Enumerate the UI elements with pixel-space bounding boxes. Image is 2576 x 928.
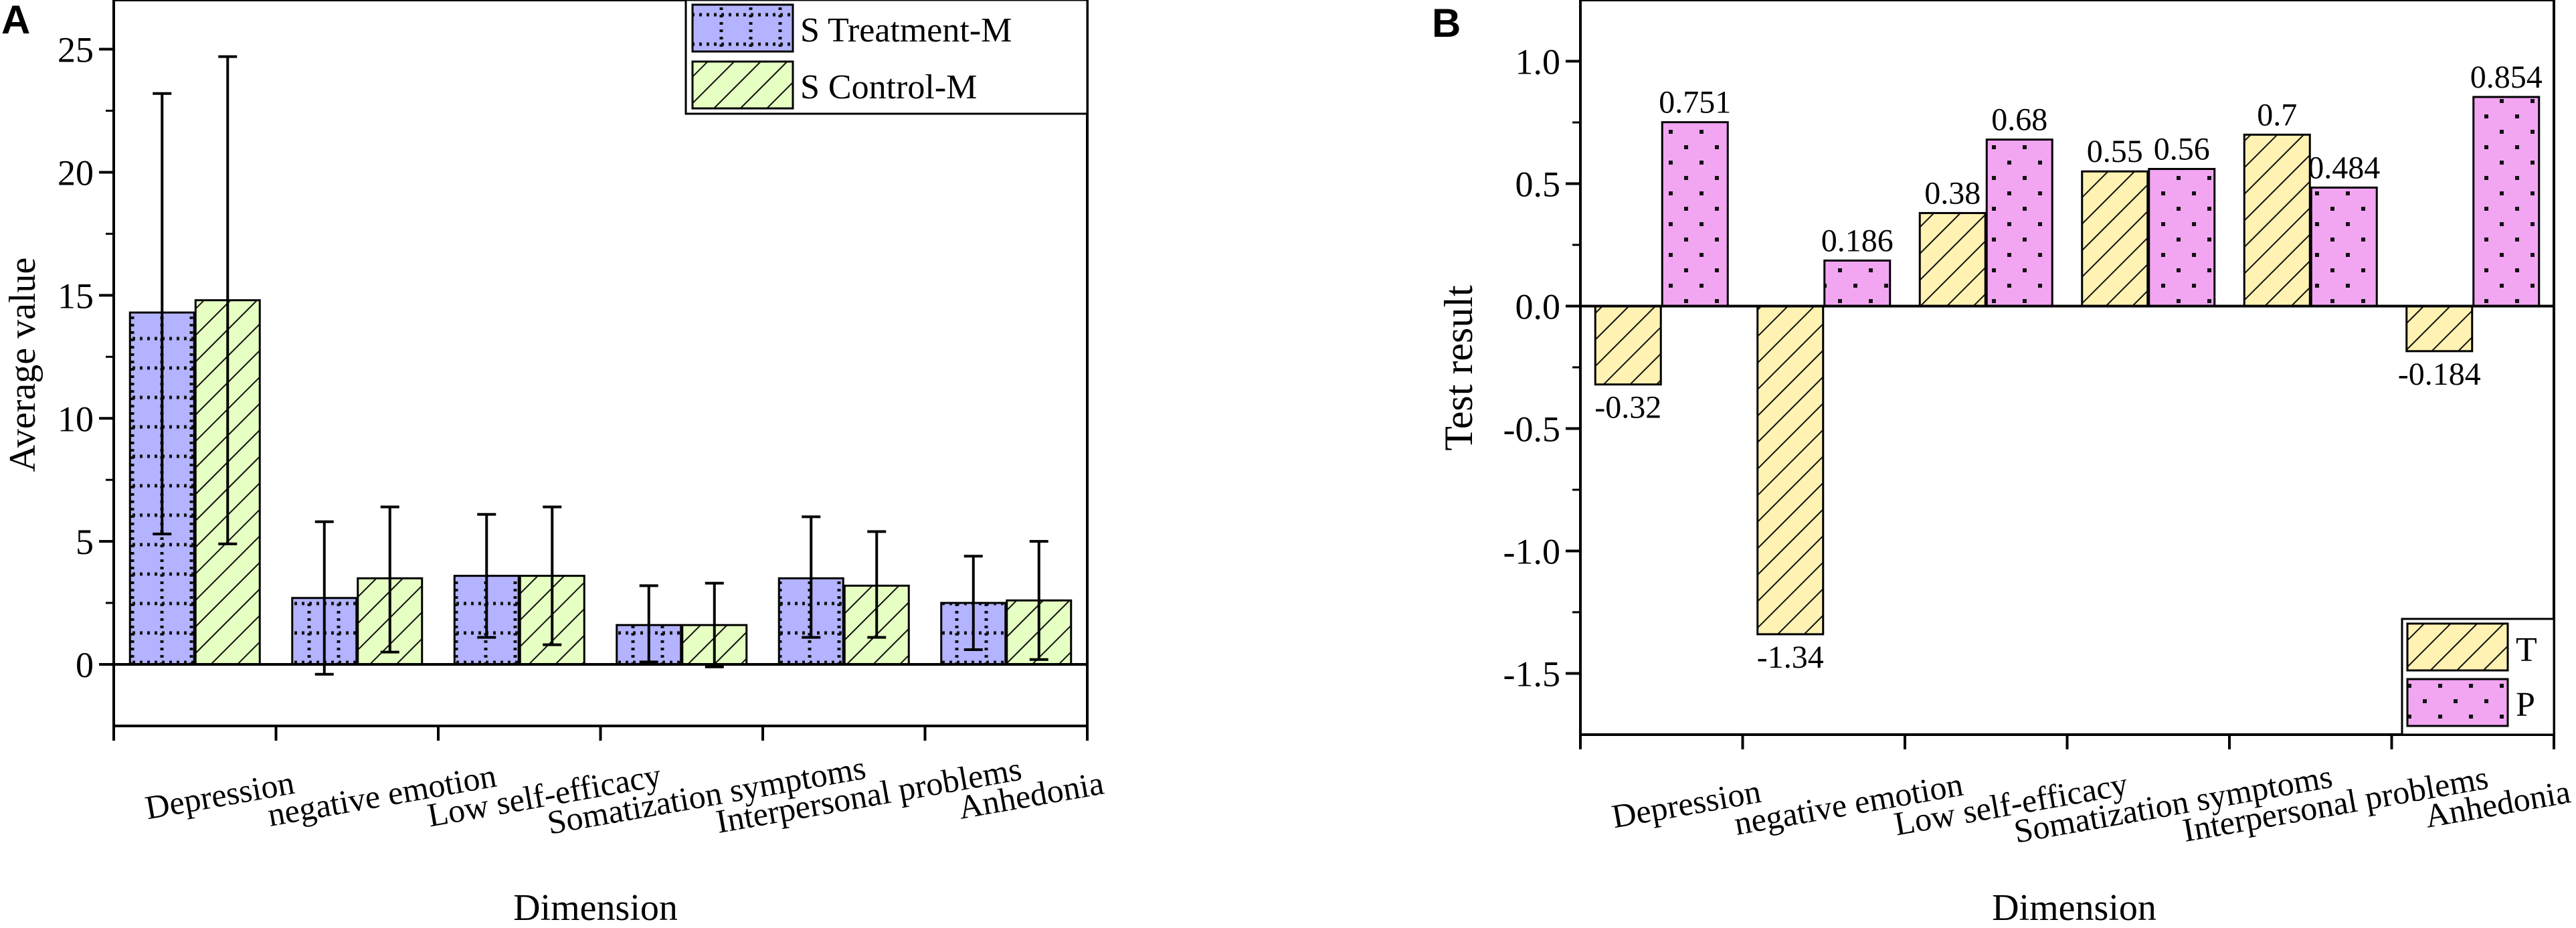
legend-swatch-p [2406, 678, 2509, 727]
panel-a-label: A [1, 0, 30, 42]
bar-t-depression [1594, 305, 1662, 386]
panel-b-label: B [1432, 1, 1461, 45]
bar-t-low-self-efficacy [1918, 211, 1987, 308]
legend-swatch-control [691, 60, 794, 110]
y-tick-label: 25 [58, 30, 94, 70]
data-label-t-anhedonia: -0.184 [2398, 357, 2481, 392]
legend-label-p: P [2516, 686, 2535, 724]
y-tick-label: -0.5 [1503, 409, 1560, 450]
data-label-p-low-self-efficacy: 0.68 [1991, 102, 2047, 138]
bar-p-anhedonia [2472, 96, 2541, 307]
y-tick-label: 5 [76, 522, 94, 562]
data-label-p-somatization-symptoms: 0.56 [2154, 132, 2210, 167]
data-label-t-low-self-efficacy: 0.38 [1924, 175, 1981, 211]
y-tick-label: 1.0 [1515, 42, 1561, 82]
data-label-t-interpersonal-problems: 0.7 [2257, 97, 2297, 132]
x-axis-label-a: Dimension [513, 887, 678, 928]
x-axis-label-b: Dimension [1992, 887, 2156, 928]
legend-a: S Treatment-M S Control-M [684, 0, 1089, 115]
y-axis-label-a: Average value [2, 258, 43, 472]
legend-label-t: T [2516, 631, 2537, 669]
legend-label-control: S Control-M [800, 68, 977, 106]
data-label-p-negative-emotion: 0.186 [1821, 223, 1894, 258]
bar-p-low-self-efficacy [1985, 138, 2053, 307]
legend-b: T P [2401, 618, 2555, 736]
data-label-t-somatization-symptoms: 0.55 [2087, 134, 2143, 169]
y-tick-label: 20 [58, 153, 94, 193]
y-tick-label: 0 [76, 645, 94, 685]
bar-p-negative-emotion [1823, 259, 1892, 308]
panel-b: B -0.32 -1.34 0.38 0.55 0.7 -0.184 0.751 0.186 0… [1432, 0, 2573, 928]
bar-p-somatization-symptoms [2148, 168, 2216, 307]
data-label-t-negative-emotion: -1.34 [1757, 640, 1824, 675]
bar-p-interpersonal-problems [2310, 186, 2378, 307]
bar-t-somatization-symptoms [2081, 170, 2149, 308]
data-label-p-anhedonia: 0.854 [2470, 60, 2543, 95]
legend-label-treatment: S Treatment-M [800, 11, 1012, 50]
data-label-p-depression: 0.751 [1659, 85, 1731, 120]
bar-t-negative-emotion [1756, 305, 1825, 636]
y-tick-label: 0.0 [1515, 287, 1561, 327]
y-tick-label: 0.5 [1515, 165, 1561, 205]
y-tick-label: -1.5 [1503, 654, 1560, 694]
y-tick-label: -1.0 [1503, 532, 1560, 572]
legend-swatch-treatment [691, 3, 794, 53]
data-label-t-depression: -0.32 [1594, 390, 1661, 426]
bar-t-anhedonia [2405, 305, 2474, 353]
data-label-p-interpersonal-problems: 0.484 [2308, 150, 2380, 185]
y-axis-label-b: Test result [1437, 285, 1481, 451]
bar-t-interpersonal-problems [2243, 133, 2311, 308]
bar-p-depression [1661, 121, 1729, 307]
y-tick-label: 10 [58, 399, 94, 439]
legend-swatch-t [2406, 622, 2509, 672]
y-tick-label: 15 [58, 276, 94, 316]
